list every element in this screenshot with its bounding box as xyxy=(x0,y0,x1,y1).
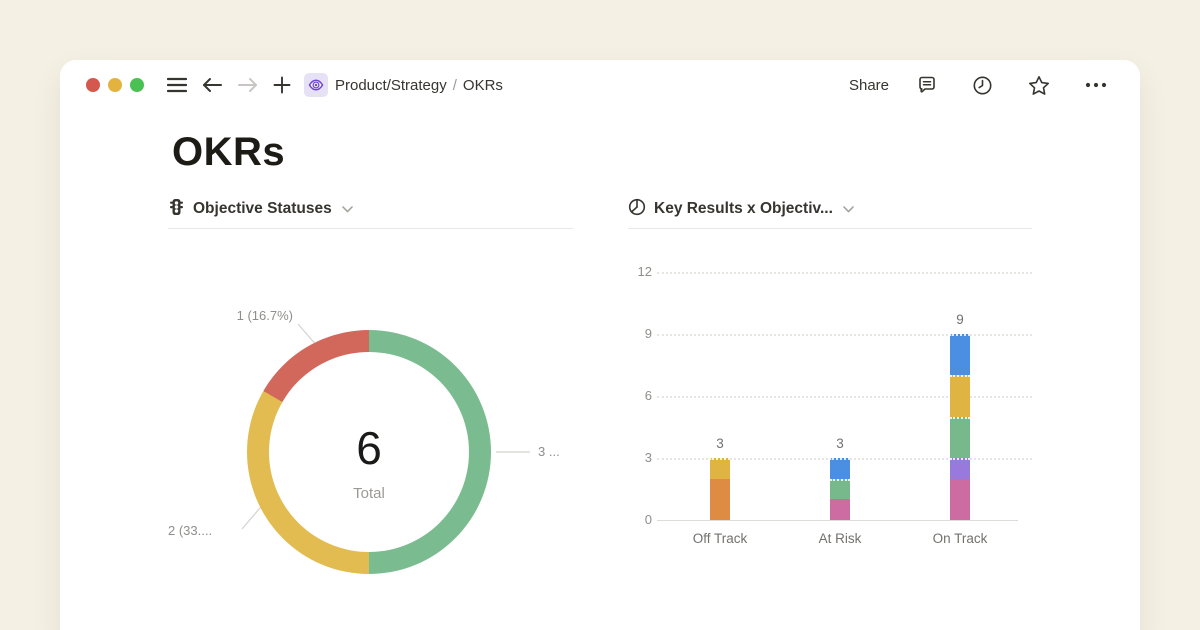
charts-row: Objective Statuses xyxy=(168,196,1032,574)
bar-total-label: 3 xyxy=(716,436,724,451)
gridline xyxy=(657,334,1032,336)
section-divider xyxy=(168,228,573,229)
x-axis-line xyxy=(657,520,1018,521)
donut-label-green: 3 ... xyxy=(538,444,560,459)
new-page-icon[interactable] xyxy=(273,76,291,94)
bar-segment[interactable] xyxy=(710,478,730,520)
bar-segment[interactable] xyxy=(950,334,970,376)
chevron-down-icon[interactable] xyxy=(341,205,353,213)
bar-segment[interactable] xyxy=(710,458,730,479)
bar-chart-title[interactable]: Key Results x Objectiv... xyxy=(654,200,833,217)
forward-arrow-icon[interactable] xyxy=(237,76,259,94)
pie-chart-icon xyxy=(628,198,646,221)
donut-chart[interactable]: 6 Total 1 (16.7%) 2 (33.... 3 ... xyxy=(168,229,573,574)
breadcrumb: Product/Strategy / OKRs xyxy=(304,73,503,97)
traffic-light-icon xyxy=(168,198,185,221)
y-axis-tick: 12 xyxy=(637,264,652,279)
breadcrumb-separator: / xyxy=(452,76,457,94)
breadcrumb-parent[interactable]: Product/Strategy xyxy=(335,76,447,94)
share-button[interactable]: Share xyxy=(848,76,889,94)
donut-chart-title[interactable]: Objective Statuses xyxy=(193,200,332,217)
donut-label-red: 1 (16.7%) xyxy=(236,308,293,323)
page-content: OKRs Objective Statuses xyxy=(60,128,1140,574)
bar-segment[interactable] xyxy=(950,416,970,458)
bar-total-label: 9 xyxy=(956,312,964,327)
comments-icon[interactable] xyxy=(917,75,937,95)
gridline xyxy=(657,272,1032,274)
window-toolbar: Product/Strategy / OKRs Share xyxy=(60,60,1140,110)
bar-segment[interactable] xyxy=(950,458,970,479)
favorite-star-icon[interactable] xyxy=(1028,75,1050,96)
x-axis-category-label: On Track xyxy=(932,531,988,546)
donut-chart-header[interactable]: Objective Statuses xyxy=(168,196,573,222)
updates-clock-icon[interactable] xyxy=(972,75,993,96)
donut-chart-block: Objective Statuses xyxy=(168,196,573,574)
y-axis-tick: 3 xyxy=(644,450,652,465)
y-axis-tick: 0 xyxy=(644,512,652,527)
gridline xyxy=(657,396,1032,398)
x-axis-category-label: Off Track xyxy=(692,531,748,546)
bar-chart[interactable]: 0 3 6 9 12 3 Off Track 3 At Risk 9 On Track xyxy=(628,229,1032,574)
bar-segment[interactable] xyxy=(950,478,970,520)
sidebar-menu-icon[interactable] xyxy=(167,77,187,93)
traffic-lights xyxy=(86,78,144,92)
bar-segment[interactable] xyxy=(830,458,850,479)
bar-chart-header[interactable]: Key Results x Objectiv... xyxy=(628,196,1032,222)
bar-total-label: 3 xyxy=(836,436,844,451)
bar-segment[interactable] xyxy=(950,375,970,417)
x-axis-category-label: At Risk xyxy=(818,531,862,546)
bar-segment[interactable] xyxy=(830,499,850,520)
chevron-down-icon[interactable] xyxy=(843,205,854,213)
back-arrow-icon[interactable] xyxy=(201,76,223,94)
breadcrumb-current[interactable]: OKRs xyxy=(462,76,503,94)
toolbar-actions: Share xyxy=(849,75,1114,96)
donut-center: 6 Total xyxy=(247,330,491,574)
zoom-window-button[interactable] xyxy=(130,78,144,92)
section-divider xyxy=(628,228,1032,229)
close-window-button[interactable] xyxy=(86,78,100,92)
app-window: Product/Strategy / OKRs Share xyxy=(60,60,1140,630)
donut-total-label: Total xyxy=(353,484,385,502)
y-axis-tick: 9 xyxy=(644,326,652,341)
page-title: OKRs xyxy=(172,130,286,174)
donut-label-yellow: 2 (33.... xyxy=(168,523,213,538)
bar-chart-block: Key Results x Objectiv... 0 3 6 9 12 3 Off Tra… xyxy=(628,196,1032,574)
donut-total-value: 6 xyxy=(356,421,382,474)
more-options-icon[interactable] xyxy=(1085,82,1107,88)
page-eye-icon xyxy=(304,73,328,97)
minimize-window-button[interactable] xyxy=(108,78,122,92)
donut-hole xyxy=(269,352,469,552)
bar-segment[interactable] xyxy=(830,478,850,500)
y-axis-tick: 6 xyxy=(644,388,652,403)
